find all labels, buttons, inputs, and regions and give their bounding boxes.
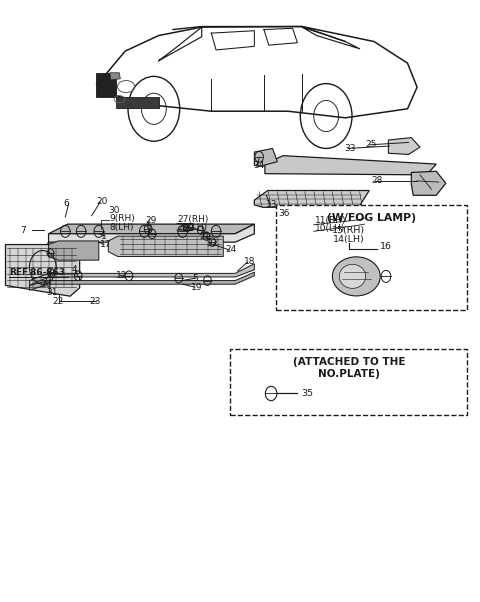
Text: 21: 21 [199,232,211,241]
Polygon shape [48,224,254,234]
Text: 34: 34 [253,161,264,170]
Polygon shape [29,264,254,285]
FancyBboxPatch shape [276,205,468,310]
Text: 15(RH): 15(RH) [332,226,365,235]
Text: 9(RH): 9(RH) [110,214,135,223]
Polygon shape [359,208,396,226]
Polygon shape [182,224,192,230]
Text: 11(RH): 11(RH) [315,216,346,225]
Text: 10(LH): 10(LH) [315,225,345,234]
Ellipse shape [332,257,380,296]
Polygon shape [5,244,80,296]
Text: 7: 7 [20,226,25,235]
Text: 5: 5 [192,274,198,283]
Polygon shape [48,241,99,260]
Text: 24: 24 [226,246,237,255]
Polygon shape [388,138,420,155]
Text: 16: 16 [380,243,392,252]
Text: 8(LH): 8(LH) [110,223,134,232]
Text: 23: 23 [89,297,101,305]
Text: REF.86-863: REF.86-863 [9,268,65,277]
Ellipse shape [363,212,381,224]
Text: 18: 18 [244,258,255,267]
FancyBboxPatch shape [230,349,468,415]
Text: 32: 32 [206,239,218,248]
Polygon shape [265,156,436,175]
Text: 6: 6 [63,199,69,208]
Polygon shape [29,272,254,290]
Polygon shape [411,171,446,195]
Text: (W/FOG LAMP): (W/FOG LAMP) [327,213,416,223]
Text: 25: 25 [365,140,377,149]
Text: 13: 13 [266,200,278,209]
Polygon shape [110,73,120,80]
Text: 2: 2 [189,223,194,232]
Text: 3: 3 [145,225,151,234]
Polygon shape [29,224,254,281]
Polygon shape [96,73,116,97]
Text: 36: 36 [278,209,290,218]
Text: 26(LH): 26(LH) [178,223,208,232]
Text: NO.PLATE): NO.PLATE) [318,370,380,379]
Text: (ATTACHED TO THE: (ATTACHED TO THE [293,358,405,367]
Text: 22: 22 [52,297,64,305]
Text: 12: 12 [116,271,127,280]
Text: 19: 19 [191,283,203,292]
Text: 30: 30 [108,206,120,216]
Text: 14(LH): 14(LH) [333,235,364,244]
Text: 33: 33 [344,144,356,153]
Polygon shape [108,236,223,256]
Text: 20: 20 [40,280,52,289]
Text: 1: 1 [101,232,107,241]
Polygon shape [116,97,158,108]
Text: 31: 31 [46,288,58,297]
Ellipse shape [339,264,366,288]
Text: 27(RH): 27(RH) [178,215,209,224]
Text: 4: 4 [72,265,77,275]
Text: 17: 17 [100,240,112,249]
Text: 20: 20 [96,197,108,206]
Text: 28: 28 [372,176,383,185]
Text: 35: 35 [301,389,313,398]
Text: 29: 29 [145,216,156,225]
Polygon shape [254,149,277,167]
Polygon shape [254,190,369,207]
